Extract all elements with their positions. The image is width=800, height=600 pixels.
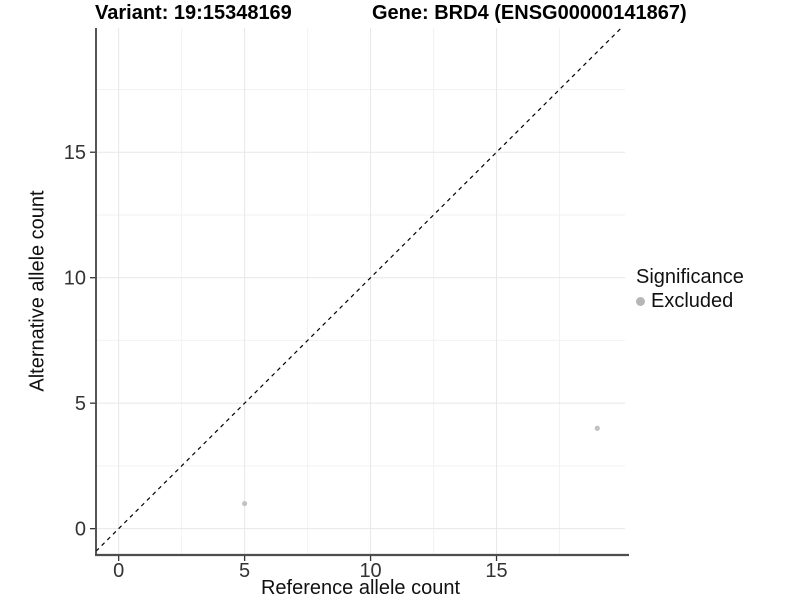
x-axis-title: Reference allele count	[260, 577, 460, 599]
y-tick-label: 0	[75, 519, 86, 541]
legend-item-label: Excluded	[651, 290, 734, 312]
x-tick-label: 5	[239, 560, 250, 582]
x-tick-label: 15	[485, 560, 507, 582]
legend-item-excluded: Excluded	[636, 289, 744, 313]
y-axis-title: Alternative allele count	[26, 190, 49, 392]
legend-title: Significance	[636, 266, 744, 288]
y-tick-label: 15	[64, 142, 86, 164]
x-tick-label: 0	[113, 560, 124, 582]
identity-dashed-line	[95, 27, 622, 552]
legend: Significance Excluded	[636, 265, 744, 313]
y-tick-label: 10	[64, 268, 86, 290]
data-point	[242, 500, 248, 507]
data-point	[594, 425, 600, 431]
plot-title-gene: Gene: BRD4 (ENSG00000141867)	[372, 2, 687, 24]
x-tick-label: 10	[359, 560, 381, 582]
legend-point-icon	[636, 296, 645, 306]
y-tick-label: 5	[75, 393, 86, 415]
plot-title-variant: Variant: 19:15348169	[95, 2, 292, 24]
